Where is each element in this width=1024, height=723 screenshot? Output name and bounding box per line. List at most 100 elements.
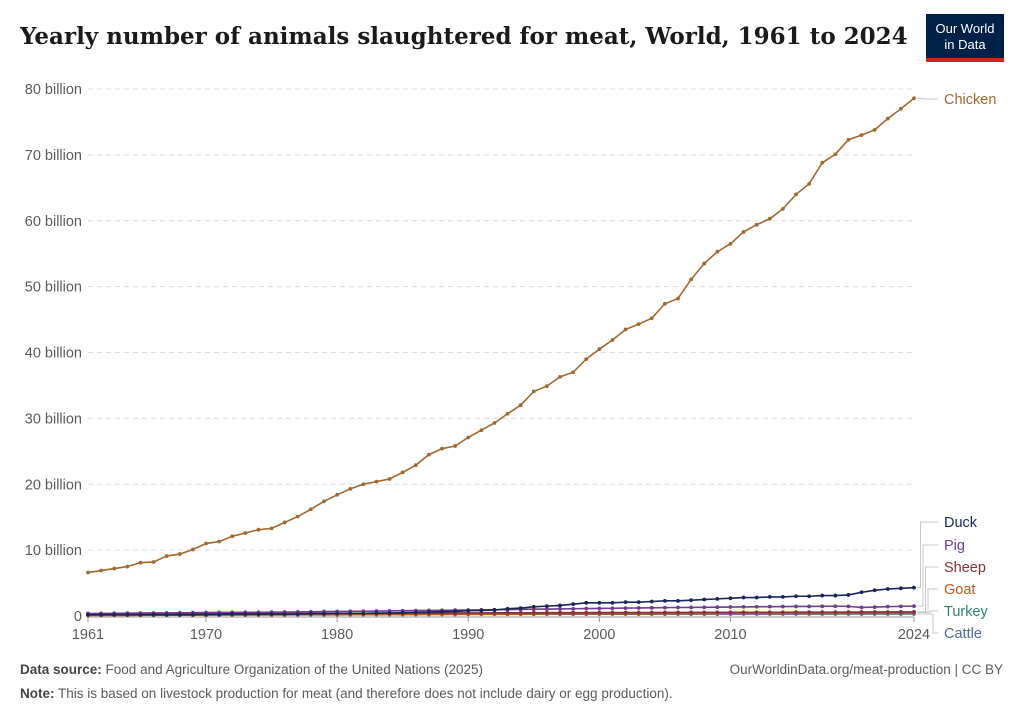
- legend-label-turkey: Turkey: [944, 604, 989, 620]
- data-point-chicken: [794, 192, 798, 197]
- data-point-chicken: [164, 554, 169, 558]
- data-point-duck: [282, 612, 287, 616]
- data-point-pig: [728, 605, 733, 609]
- data-point-chicken: [505, 411, 510, 416]
- data-point-duck: [794, 594, 798, 599]
- data-point-duck: [807, 594, 812, 599]
- data-point-chicken: [282, 520, 287, 525]
- y-tick-label: 80 billion: [25, 82, 82, 98]
- legend-connector-pig: [917, 544, 938, 607]
- legend-label-duck: Duck: [944, 515, 978, 531]
- data-point-duck: [518, 606, 523, 610]
- data-point-chicken: [544, 384, 549, 388]
- source-url-link[interactable]: OurWorldinData.org/meat-production | CC …: [730, 662, 1003, 677]
- legend-label-chicken: Chicken: [944, 92, 996, 108]
- data-point-sheep: [492, 610, 497, 615]
- owid-logo[interactable]: Our World in Data: [926, 14, 1004, 62]
- data-point-duck: [361, 611, 366, 616]
- data-point-duck: [112, 612, 117, 617]
- data-point-sheep: [794, 610, 798, 615]
- data-point-duck: [190, 612, 195, 617]
- legend-connector-chicken: [917, 97, 938, 100]
- data-point-chicken: [820, 160, 825, 165]
- data-point-chicken: [597, 347, 602, 352]
- data-point-chicken: [335, 492, 340, 497]
- data-point-chicken: [741, 230, 746, 234]
- legend-label-sheep: Sheep: [944, 560, 986, 576]
- data-point-pig: [820, 604, 825, 609]
- logo-text-1: Our World: [936, 21, 995, 36]
- data-point-sheep: [715, 610, 720, 615]
- data-point-duck: [426, 610, 431, 614]
- chart-title: Yearly number of animals slaughtered for…: [19, 23, 908, 50]
- data-point-duck: [898, 586, 903, 591]
- data-point-duck: [387, 611, 392, 615]
- data-point-duck: [177, 612, 182, 617]
- series-line-chicken: [87, 97, 915, 574]
- data-point-duck: [400, 610, 405, 615]
- legend-label-cattle: Cattle: [944, 626, 982, 642]
- data-point-chicken: [151, 560, 156, 564]
- y-tick-label: 70 billion: [25, 148, 82, 164]
- data-point-sheep: [872, 610, 877, 614]
- data-point-pig: [597, 606, 602, 611]
- data-point-sheep: [531, 610, 536, 615]
- data-point-sheep: [807, 610, 812, 615]
- data-point-duck: [846, 593, 851, 597]
- data-point-sheep: [780, 610, 785, 615]
- data-point-chicken: [558, 374, 562, 379]
- data-point-duck: [164, 612, 169, 617]
- data-point-duck: [715, 596, 720, 601]
- data-point-pig: [715, 605, 720, 610]
- data-point-sheep: [676, 610, 680, 615]
- data-point-sheep: [610, 610, 615, 615]
- data-point-duck: [872, 588, 877, 593]
- data-point-chicken: [859, 133, 864, 138]
- data-point-sheep: [898, 610, 903, 614]
- data-point-pig: [872, 605, 877, 610]
- y-tick-label: 0: [74, 609, 82, 625]
- y-tick-label: 60 billion: [25, 214, 82, 230]
- data-point-duck: [912, 585, 916, 590]
- data-point-chicken: [872, 127, 877, 132]
- data-point-sheep: [741, 610, 746, 615]
- data-point-sheep: [754, 610, 759, 615]
- data-point-pig: [885, 604, 890, 609]
- data-point-duck: [544, 604, 549, 609]
- data-point-chicken: [256, 527, 261, 532]
- data-point-duck: [597, 600, 602, 605]
- y-tick-label: 20 billion: [25, 477, 82, 493]
- x-axis: 1961 1970 1980 1990 2000 2010 2024: [72, 616, 930, 643]
- data-point-chicken: [112, 566, 117, 571]
- data-point-pig: [702, 605, 707, 610]
- data-point-pig: [846, 604, 851, 609]
- data-point-chicken: [269, 526, 274, 531]
- data-point-chicken: [492, 421, 497, 425]
- data-point-chicken: [728, 241, 733, 246]
- data-point-duck: [230, 612, 235, 616]
- data-point-chicken: [308, 507, 313, 512]
- data-point-duck: [453, 609, 458, 614]
- data-point-chicken: [807, 181, 812, 186]
- data-point-chicken: [715, 249, 720, 254]
- data-point-duck: [151, 612, 156, 617]
- data-point-chicken: [898, 106, 903, 111]
- data-point-sheep: [859, 610, 864, 614]
- data-point-duck: [584, 600, 589, 605]
- data-point-chicken: [649, 316, 654, 321]
- x-tick-label: 2024: [898, 627, 930, 643]
- data-point-sheep: [846, 610, 851, 614]
- data-point-pig: [676, 605, 680, 610]
- data-point-duck: [348, 611, 353, 616]
- legend: Chicken Duck Pig Sheep Goat Turkey Cattle: [917, 92, 996, 642]
- data-point-chicken: [846, 137, 851, 142]
- y-tick-label: 10 billion: [25, 543, 82, 559]
- data-point-duck: [741, 595, 746, 600]
- legend-connector-cattle: [917, 613, 938, 634]
- data-point-pig: [807, 604, 812, 609]
- data-point-sheep: [558, 610, 562, 615]
- series-chicken: [86, 96, 916, 575]
- data-point-pig: [754, 604, 759, 609]
- data-point-pig: [662, 605, 667, 610]
- data-point-chicken: [361, 482, 366, 487]
